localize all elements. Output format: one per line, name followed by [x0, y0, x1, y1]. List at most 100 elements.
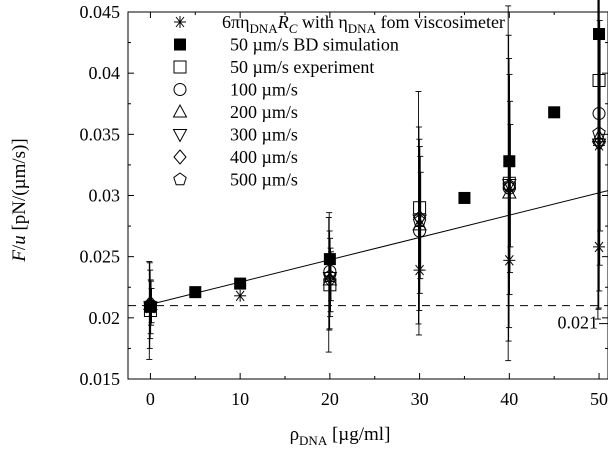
bd-point — [458, 191, 471, 204]
v400-legend-label: 400 µm/s — [230, 147, 298, 167]
marker-shape — [323, 253, 336, 266]
marker-shape — [592, 125, 606, 139]
v100-legend-marker — [173, 83, 187, 96]
bd-legend-label: 50 µm/s BD simulation — [230, 35, 399, 55]
v400-point — [412, 209, 427, 226]
marker-shape — [413, 201, 427, 215]
v100-point — [323, 264, 337, 278]
v500-point — [412, 214, 427, 227]
chart-axes: 0 10 20 30 40 50 0.015 0.02 0.025 0.03 0.035 0.04 0.… — [80, 2, 608, 409]
exp50-point — [413, 201, 427, 215]
marker-shape — [174, 38, 186, 51]
x-tick-label: 20 — [321, 389, 339, 409]
marker-shape — [592, 135, 606, 151]
v500-point — [502, 178, 517, 192]
stokes-point — [593, 240, 606, 253]
marker-shape — [323, 272, 337, 288]
v500-point — [323, 269, 337, 282]
y-tick-label: 0.03 — [89, 186, 121, 206]
bd-point — [234, 277, 247, 290]
v300-point — [591, 138, 607, 153]
x-tick-label: 30 — [411, 389, 429, 409]
marker-shape — [234, 277, 247, 290]
y-tick-label: 0.04 — [89, 63, 121, 83]
v300-legend-marker — [172, 129, 188, 143]
bd-point — [323, 253, 336, 266]
marker-shape — [173, 60, 187, 74]
marker-shape — [189, 286, 202, 299]
v400-point — [502, 179, 516, 195]
marker-shape — [592, 107, 606, 121]
marker-shape — [501, 185, 517, 199]
y-tick-label: 0.02 — [89, 308, 121, 328]
x-tick-label: 50 — [590, 389, 608, 409]
v400-point — [592, 135, 606, 151]
v200-point — [591, 128, 607, 143]
stokes-legend-label: 6πηDNARC with ηDNA fom viscosimeter — [222, 12, 505, 36]
v400-legend-marker — [173, 149, 187, 165]
x-tick-label: 10 — [231, 389, 249, 409]
marker-shape — [591, 138, 607, 153]
marker-shape — [592, 74, 606, 88]
marker-shape — [323, 269, 337, 282]
marker-shape — [173, 149, 187, 165]
fit-lines: 0.021 — [128, 190, 608, 333]
bd-point — [548, 106, 561, 119]
v400-point — [323, 272, 337, 288]
bd-point — [593, 28, 606, 41]
reference-line-label: 0.021 — [558, 313, 599, 333]
marker-shape — [172, 129, 188, 143]
v500-legend-label: 500 µm/s — [230, 170, 298, 190]
y-axis-label: F/u [pN/(µm/s)] — [9, 138, 30, 262]
v200-point — [501, 185, 517, 199]
v200-point — [412, 216, 427, 231]
v200-legend-marker — [172, 103, 188, 118]
marker-shape — [593, 28, 606, 41]
v200-point — [143, 296, 158, 310]
y-tick-label: 0.025 — [80, 247, 121, 267]
v400-point — [143, 295, 158, 311]
x-axis-label: ρDNA [µg/ml] — [290, 424, 391, 448]
stokes-point — [503, 254, 516, 267]
marker-shape — [143, 295, 158, 311]
bd-legend-marker — [174, 38, 186, 51]
x-tick-label: 0 — [146, 389, 155, 409]
v300-point — [143, 301, 158, 315]
marker-shape — [323, 264, 337, 278]
x-tick-label: 40 — [500, 389, 518, 409]
exp50-legend-marker — [173, 60, 187, 74]
marker-shape — [172, 103, 188, 118]
v200-legend-label: 200 µm/s — [230, 102, 298, 122]
y-tick-label: 0.045 — [80, 2, 121, 22]
data-points — [143, 28, 607, 317]
v500-legend-marker — [173, 172, 187, 186]
marker-shape — [502, 179, 516, 195]
v100-point — [592, 107, 606, 121]
marker-shape — [143, 296, 158, 310]
v300-legend-label: 300 µm/s — [230, 125, 298, 145]
marker-shape — [143, 301, 158, 315]
v500-point — [143, 298, 158, 312]
marker-shape — [502, 178, 517, 192]
marker-shape — [412, 209, 427, 226]
v500-point — [592, 125, 606, 139]
y-tick-label: 0.015 — [80, 369, 121, 389]
marker-shape — [173, 83, 187, 96]
bd-point — [189, 286, 202, 299]
marker-shape — [412, 216, 427, 231]
marker-shape — [143, 303, 157, 317]
y-tick-label: 0.035 — [80, 124, 121, 144]
marker-shape — [503, 155, 516, 168]
exp50-point — [592, 74, 606, 88]
stokes-legend-marker — [174, 16, 186, 28]
axis-labels: ρDNA [µg/ml] F/u [pN/(µm/s)] — [9, 138, 390, 448]
v100-legend-label: 100 µm/s — [230, 80, 298, 100]
exp50-point — [143, 303, 157, 317]
marker-shape — [173, 172, 187, 186]
marker-shape — [412, 214, 427, 227]
exp50-legend-label: 50 µm/s experiment — [230, 57, 374, 77]
bd-point — [503, 155, 516, 168]
marker-shape — [591, 128, 607, 143]
